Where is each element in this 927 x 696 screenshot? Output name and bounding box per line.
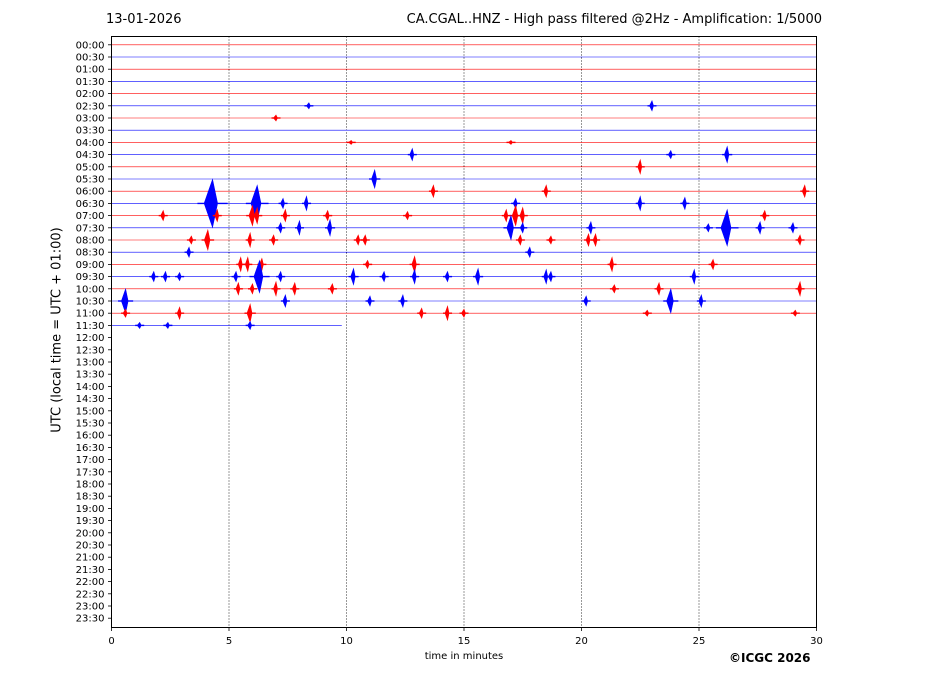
y-tick-label: 02:00 <box>76 89 105 100</box>
y-tick-label: 10:30 <box>76 297 105 308</box>
y-tick-label: 17:30 <box>76 467 105 478</box>
grid-layer <box>228 36 700 628</box>
y-tick-label: 17:00 <box>76 455 105 466</box>
y-tick-label: 18:00 <box>76 480 105 491</box>
y-tick-label: 02:30 <box>76 101 105 112</box>
x-axis-label: time in minutes <box>424 651 504 662</box>
trace-layer <box>111 44 817 331</box>
y-tick-label: 15:30 <box>76 419 105 430</box>
y-tick-label: 19:30 <box>76 516 105 527</box>
y-tick-label: 15:00 <box>76 406 105 417</box>
y-tick-label: 05:00 <box>76 162 105 173</box>
x-tick-label: 30 <box>810 636 823 647</box>
y-tick-label: 11:00 <box>76 309 105 320</box>
x-tick-label: 25 <box>693 636 706 647</box>
y-tick-label: 14:30 <box>76 394 105 405</box>
y-tick-label: 00:30 <box>76 53 105 64</box>
y-tick-label: 09:00 <box>76 260 105 271</box>
y-tick-label: 20:30 <box>76 541 105 552</box>
y-tick-label: 07:30 <box>76 223 105 234</box>
y-tick-label: 19:00 <box>76 504 105 515</box>
y-tick-label: 21:00 <box>76 553 105 564</box>
y-tick-label: 18:30 <box>76 492 105 503</box>
y-tick-label: 06:00 <box>76 187 105 198</box>
plot-area <box>111 36 817 628</box>
y-tick-label: 13:00 <box>76 358 105 369</box>
y-tick-label: 00:00 <box>76 40 105 51</box>
y-tick-label: 16:30 <box>76 443 105 454</box>
y-tick-label: 10:00 <box>76 284 105 295</box>
y-tick-label: 04:30 <box>76 150 105 161</box>
y-tick-label: 14:00 <box>76 382 105 393</box>
x-tick-label: 20 <box>575 636 588 647</box>
x-tick-label: 0 <box>108 636 114 647</box>
x-axis-ticks: 0 5 10 15 20 25 30 <box>108 627 823 647</box>
y-tick-label: 12:30 <box>76 345 105 356</box>
y-tick-label: 09:30 <box>76 272 105 283</box>
y-tick-label: 12:00 <box>76 333 105 344</box>
x-tick-label: 15 <box>458 636 471 647</box>
y-tick-label: 03:00 <box>76 114 105 125</box>
y-tick-label: 22:30 <box>76 589 105 600</box>
y-tick-label: 01:30 <box>76 77 105 88</box>
y-tick-label: 23:00 <box>76 602 105 613</box>
y-tick-label: 07:00 <box>76 211 105 222</box>
y-axis-label: UTC (local time = UTC + 01:00) <box>49 227 65 433</box>
chart-title: CA.CGAL..HNZ - High pass filtered @2Hz -… <box>406 12 822 27</box>
y-tick-label: 04:00 <box>76 138 105 149</box>
y-tick-label: 05:30 <box>76 175 105 186</box>
x-tick-label: 10 <box>340 636 353 647</box>
x-tick-label: 5 <box>226 636 232 647</box>
y-tick-label: 22:00 <box>76 577 105 588</box>
y-tick-label: 08:00 <box>76 236 105 247</box>
y-tick-label: 08:30 <box>76 248 105 259</box>
y-tick-label: 13:30 <box>76 370 105 381</box>
y-tick-label: 06:30 <box>76 199 105 210</box>
date-label: 13-01-2026 <box>106 12 182 27</box>
y-tick-label: 21:30 <box>76 565 105 576</box>
y-tick-label: 16:00 <box>76 431 105 442</box>
y-tick-label: 01:00 <box>76 65 105 76</box>
copyright-label: ©ICGC 2026 <box>729 651 811 665</box>
y-tick-label: 20:00 <box>76 528 105 539</box>
y-tick-label: 03:30 <box>76 126 105 137</box>
y-tick-label: 23:30 <box>76 614 105 625</box>
y-tick-label: 11:30 <box>76 321 105 332</box>
